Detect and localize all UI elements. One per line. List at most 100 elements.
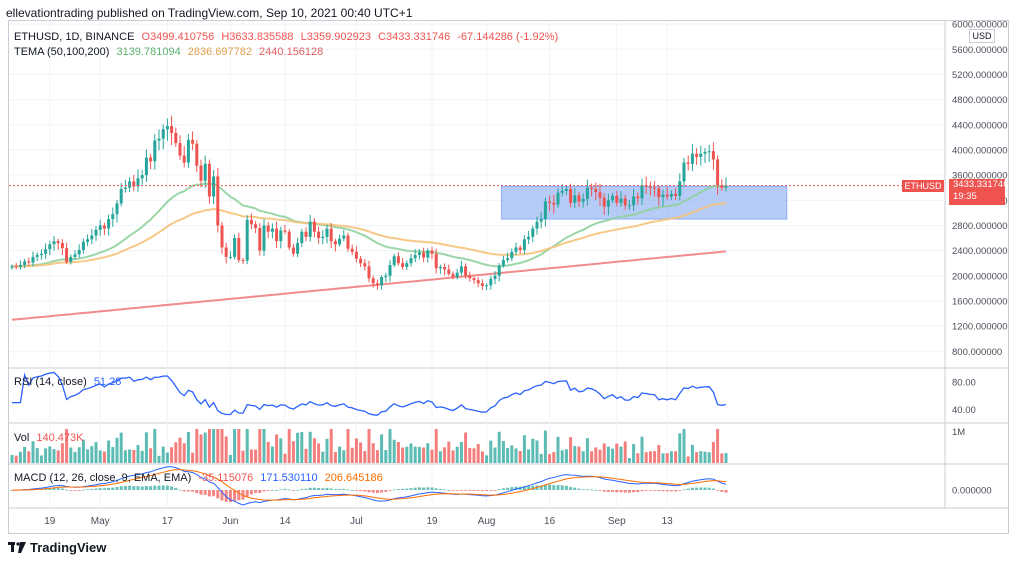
volume-bar (653, 451, 657, 463)
volume-bar (451, 450, 455, 463)
macd-histogram-bar (720, 490, 724, 492)
currency-badge[interactable]: USD (969, 29, 995, 43)
macd-histogram-bar (296, 489, 300, 491)
candle (18, 260, 22, 270)
volume-bar (18, 451, 22, 463)
macd-histogram-bar (283, 488, 287, 490)
candle-body (153, 140, 157, 162)
candle (480, 279, 484, 290)
volume-bar (102, 451, 106, 463)
volume-bar (636, 453, 640, 463)
candle-body (300, 231, 304, 244)
candle-body (270, 228, 274, 232)
volume-bar (472, 448, 476, 463)
candle-body (81, 241, 85, 250)
macd-histogram-bar (266, 490, 270, 491)
macd-histogram-bar (468, 490, 472, 491)
candle (422, 247, 426, 263)
candle (199, 159, 203, 188)
volume-bar (354, 438, 358, 463)
volume-bar (594, 447, 598, 463)
candle (23, 258, 27, 269)
candle (690, 143, 694, 171)
macd-histogram-bar (153, 485, 157, 490)
candle (371, 275, 375, 288)
volume-bar (686, 456, 690, 463)
macd-histogram-bar (52, 488, 56, 490)
volume-bar (212, 429, 216, 463)
volume-bar (724, 453, 728, 463)
footer-brand[interactable]: TradingView (8, 540, 106, 555)
volume-bar (510, 445, 514, 463)
candle-body (720, 185, 724, 188)
macd-histogram-bar (123, 485, 127, 490)
volume-bar (501, 441, 505, 463)
chart-frame[interactable] (8, 20, 1009, 534)
macd-histogram-bar (430, 487, 434, 490)
candle-body (678, 181, 682, 196)
macd-histogram-bar (81, 489, 85, 491)
candle (518, 245, 522, 254)
macd-histogram-bar (262, 490, 266, 492)
volume-bar (199, 434, 203, 463)
candle-body (56, 241, 60, 244)
volume-bar (296, 432, 300, 463)
candle-body (174, 132, 178, 144)
candle-body (388, 265, 392, 276)
candle (434, 248, 438, 274)
candle-body (359, 258, 363, 264)
candle-body (636, 196, 640, 199)
macd-histogram-bar (401, 488, 405, 490)
candle-body (548, 201, 552, 203)
volume-bar (287, 429, 291, 463)
candle (224, 242, 228, 264)
candle (682, 157, 686, 187)
candle-body (455, 272, 459, 278)
volume-bar (174, 442, 178, 463)
candle-body (716, 159, 720, 186)
macd-histogram-bar (699, 487, 703, 490)
tema-label: TEMA (50,100,200) (14, 46, 110, 58)
candle (56, 238, 60, 250)
last-price: 3433.331746 (953, 179, 1009, 190)
macd-histogram-bar (636, 490, 640, 493)
macd-histogram-bar (598, 490, 602, 491)
volume-bar (438, 451, 442, 463)
candle (94, 225, 98, 241)
candle (308, 214, 312, 242)
macd-histogram-bar (107, 487, 111, 490)
candle-body (384, 275, 388, 278)
candle-body (65, 248, 69, 262)
candle-body (707, 151, 711, 153)
time-tick-label: Sep (608, 516, 626, 527)
candle-body (602, 197, 606, 207)
candle (329, 222, 333, 248)
volume-bar (266, 441, 270, 463)
candle (455, 268, 459, 280)
macd-histogram-bar (144, 486, 148, 490)
volume-bar (111, 446, 115, 463)
candle (417, 249, 421, 260)
time-tick-label: 19 (426, 516, 438, 527)
ohlc-high: H3633.835588 (221, 31, 294, 43)
macd-histogram-bar (459, 490, 463, 491)
volume-bar (464, 432, 468, 463)
macd-histogram-bar (94, 488, 98, 490)
macd-histogram-bar (455, 490, 459, 491)
candle-body (657, 188, 661, 198)
price-tick-label: 4400.000000 (952, 120, 1007, 131)
volume-bar (170, 447, 174, 463)
candle-body (86, 239, 90, 242)
candle (346, 232, 350, 252)
candle-body (157, 138, 161, 141)
candle (321, 230, 325, 245)
consolidation-zone (500, 185, 788, 220)
macd-histogram-bar (77, 490, 81, 491)
volume-bar (468, 447, 472, 463)
candle-body (325, 228, 329, 237)
candle-body (98, 225, 102, 230)
macd-histogram-bar (228, 490, 232, 503)
macd-histogram-bar (182, 490, 186, 492)
candle (531, 225, 535, 243)
